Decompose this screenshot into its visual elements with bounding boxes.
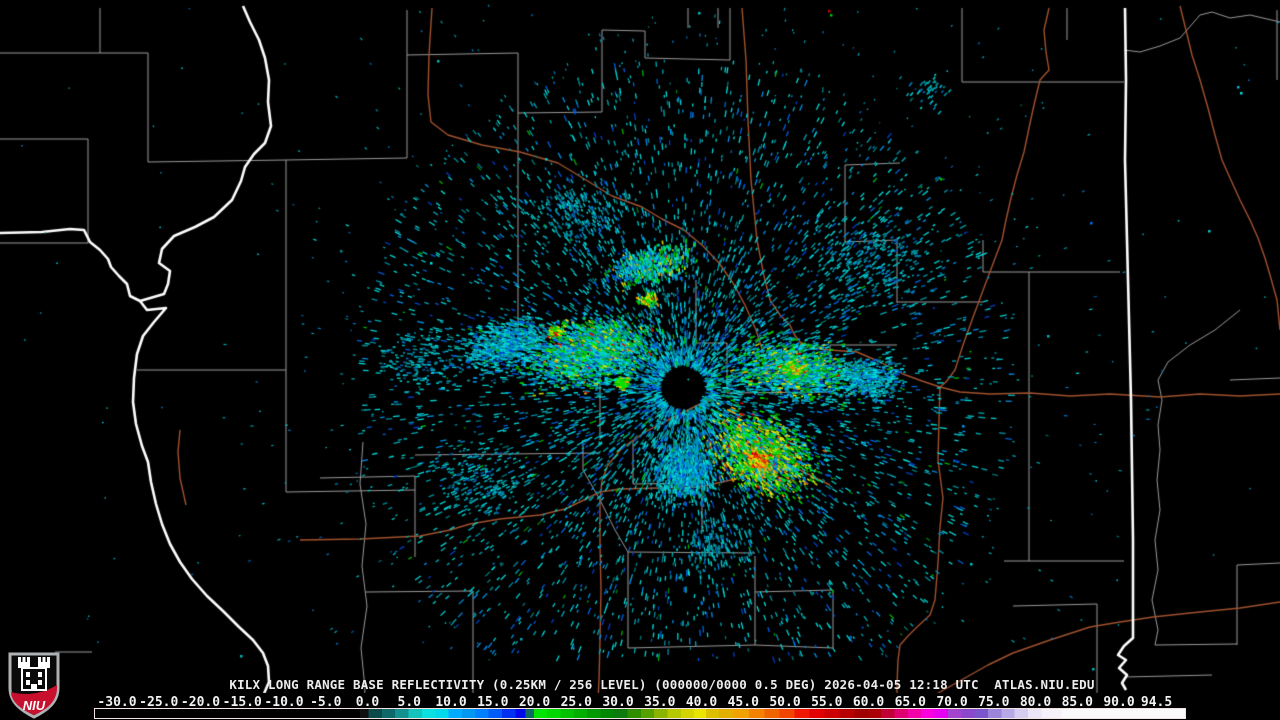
colorbar: [94, 708, 1186, 719]
colorbar-label: 60.0: [852, 695, 885, 710]
colorbar-label: 30.0: [602, 695, 634, 710]
colorbar-label: 35.0: [644, 695, 676, 710]
product-title: KILX LONG RANGE BASE REFLECTIVITY (0.25K…: [229, 677, 1095, 692]
colorbar-label: 75.0: [978, 695, 1010, 710]
colorbar-label: 25.0: [560, 695, 592, 710]
colorbar-label: 65.0: [894, 695, 926, 710]
colorbar-label: -5.0: [310, 695, 342, 710]
colorbar-label: 94.5: [1140, 695, 1173, 710]
colorbar-label: 20.0: [518, 695, 551, 710]
colorbar-label: 55.0: [811, 695, 843, 710]
colorbar-label: 80.0: [1019, 695, 1052, 710]
logo-text: NIU: [23, 698, 46, 713]
colorbar-label: -10.0: [264, 695, 304, 710]
colorbar-label: -25.0: [139, 695, 179, 710]
colorbar-label: -30.0: [97, 695, 137, 710]
colorbar-label: 85.0: [1061, 695, 1093, 710]
colorbar-label: -20.0: [180, 695, 221, 710]
logo-red-swoosh: [11, 685, 57, 715]
colorbar-label: 0.0: [355, 695, 380, 710]
colorbar-label: 40.0: [685, 695, 718, 710]
castle-icon: [18, 657, 50, 691]
niu-logo: NIU: [8, 652, 60, 719]
colorbar-label: 90.0: [1103, 695, 1135, 710]
colorbar-label: -15.0: [222, 695, 262, 710]
colorbar-label: 15.0: [477, 695, 509, 710]
colorbar-label: 10.0: [435, 695, 467, 710]
colorbar-label: 70.0: [936, 695, 968, 710]
colorbar-label: 5.0: [397, 695, 421, 710]
colorbar-label: 50.0: [769, 695, 801, 710]
colorbar-label: 45.0: [727, 695, 759, 710]
